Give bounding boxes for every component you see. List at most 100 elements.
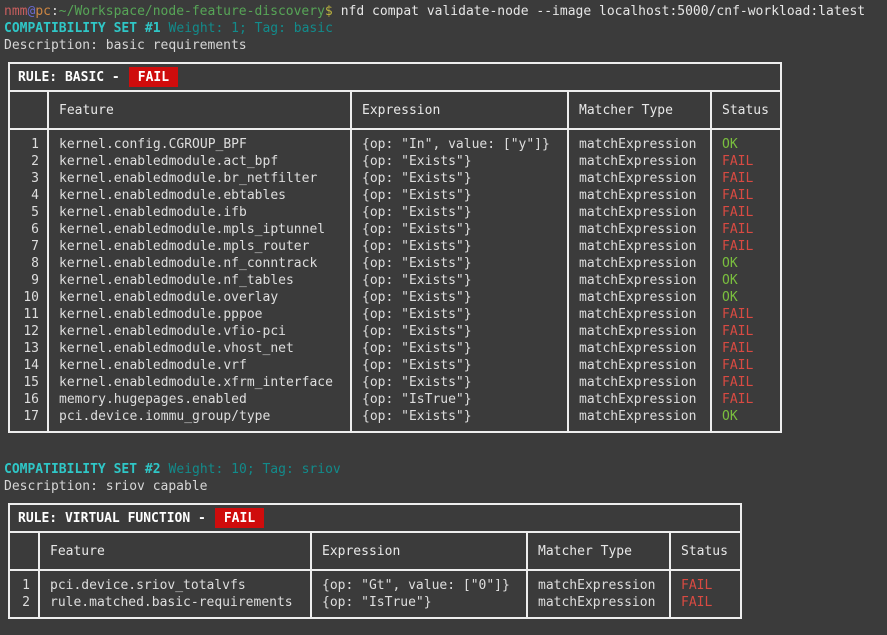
set2-header-line: COMPATIBILITY SET #2 Weight: 10; Tag: sri… — [4, 461, 887, 478]
table-body: 1 2 3 4 5 6 7 8 9 10 11 12 13 14 15 16 17 kernel.config.C… — [10, 130, 780, 431]
column-header — [10, 533, 38, 569]
status-cell: FAIL — [722, 154, 754, 169]
n-cell: 12 — [23, 324, 39, 339]
prompt-path: ~/Workspace/node-feature-discovery — [58, 4, 325, 19]
feature-column: kernel.config.CGROUP_BPF kernel.enabledmo… — [47, 130, 350, 431]
expression-cell: {op: "Exists"} — [362, 307, 472, 322]
expression-cell: {op: "Exists"} — [362, 290, 472, 305]
feature-cell: rule.matched.basic-requirements — [50, 595, 293, 610]
table-body: 1 2 pci.device.sriov_totalvfs rule.matched.… — [10, 571, 740, 617]
matcher-cell: matchExpression — [538, 578, 656, 593]
set2-title: COMPATIBILITY SET #2 — [4, 462, 161, 477]
n-cell: 2 — [31, 154, 39, 169]
status-cell: FAIL — [722, 392, 754, 407]
n-cell: 2 — [22, 595, 30, 610]
matcher-cell: matchExpression — [579, 171, 697, 186]
expression-column: {op: "Gt", value: ["0"]} {op: "IsTrue"} — [310, 571, 526, 617]
matcher-cell: matchExpression — [579, 205, 697, 220]
matcher-cell: matchExpression — [579, 409, 697, 424]
rule-table-virtual-function: RULE: VIRTUAL FUNCTION - FAIL Feature Expre… — [8, 503, 742, 619]
feature-cell: kernel.enabledmodule.mpls_router — [59, 239, 310, 254]
expression-column: {op: "In", value: ["y"]} {op: "Exists"} {o… — [350, 130, 567, 431]
column-header: Feature — [38, 533, 310, 569]
column-header — [10, 92, 47, 128]
matcher-cell: matchExpression — [579, 273, 697, 288]
status-cell: FAIL — [722, 324, 754, 339]
n-cell: 11 — [23, 307, 39, 322]
matcher-cell: matchExpression — [579, 222, 697, 237]
feature-cell: kernel.enabledmodule.act_bpf — [59, 154, 279, 169]
prompt-at-sign: @ — [27, 4, 36, 19]
status-cell: FAIL — [722, 375, 754, 390]
status-cell: OK — [722, 273, 738, 288]
row-number-column: 1 2 3 4 5 6 7 8 9 10 11 12 13 14 15 16 17 — [10, 130, 47, 431]
matcher-cell: matchExpression — [579, 375, 697, 390]
column-header: Expression — [310, 533, 526, 569]
expression-cell: {op: "In", value: ["y"]} — [362, 137, 550, 152]
feature-cell: pci.device.sriov_totalvfs — [50, 578, 246, 593]
expression-cell: {op: "Exists"} — [362, 154, 472, 169]
feature-cell: kernel.enabledmodule.nf_conntrack — [59, 256, 318, 271]
expression-cell: {op: "Exists"} — [362, 341, 472, 356]
rule-table-basic: RULE: BASIC - FAIL Feature Expression Matche… — [8, 62, 782, 433]
feature-column: pci.device.sriov_totalvfs rule.matched.ba… — [38, 571, 310, 617]
matcher-cell: matchExpression — [579, 392, 697, 407]
matcher-cell: matchExpression — [579, 137, 697, 152]
n-cell: 14 — [23, 358, 39, 373]
expression-cell: {op: "Exists"} — [362, 273, 472, 288]
expression-cell: {op: "Exists"} — [362, 256, 472, 271]
expression-cell: {op: "Exists"} — [362, 375, 472, 390]
n-cell: 6 — [31, 222, 39, 237]
command-text: nfd compat validate-node --image localho… — [340, 4, 866, 19]
status-cell: FAIL — [722, 307, 754, 322]
matcher-cell: matchExpression — [579, 188, 697, 203]
column-header: Expression — [350, 92, 567, 128]
feature-cell: kernel.config.CGROUP_BPF — [59, 137, 247, 152]
n-cell: 7 — [31, 239, 39, 254]
expression-cell: {op: "Exists"} — [362, 409, 472, 424]
status-column: OK FAIL FAIL FAIL FAIL FAIL FAIL OK OK OK FAIL FAIL… — [710, 130, 780, 431]
set1-title: COMPATIBILITY SET #1 — [4, 21, 161, 36]
feature-cell: kernel.enabledmodule.ebtables — [59, 188, 286, 203]
matcher-cell: matchExpression — [579, 324, 697, 339]
n-cell: 8 — [31, 256, 39, 271]
n-cell: 9 — [31, 273, 39, 288]
column-header: Matcher Type — [526, 533, 669, 569]
expression-cell: {op: "Exists"} — [362, 358, 472, 373]
feature-cell: kernel.enabledmodule.overlay — [59, 290, 279, 305]
matcher-cell: matchExpression — [579, 341, 697, 356]
status-cell: FAIL — [722, 222, 754, 237]
feature-cell: kernel.enabledmodule.vhost_net — [59, 341, 294, 356]
matcher-cell: matchExpression — [538, 595, 656, 610]
feature-cell: pci.device.iommu_group/type — [59, 409, 271, 424]
feature-cell: kernel.enabledmodule.pppoe — [59, 307, 263, 322]
expression-cell: {op: "IsTrue"} — [322, 595, 432, 610]
n-cell: 5 — [31, 205, 39, 220]
feature-cell: kernel.enabledmodule.mpls_iptunnel — [59, 222, 326, 237]
column-header-row: Feature Expression Matcher Type Status — [10, 92, 780, 130]
set1-header-line: COMPATIBILITY SET #1 Weight: 1; Tag: basi… — [4, 20, 887, 37]
feature-cell: kernel.enabledmodule.vrf — [59, 358, 247, 373]
matcher-cell: matchExpression — [579, 256, 697, 271]
status-cell: OK — [722, 256, 738, 271]
matcher-cell: matchExpression — [579, 358, 697, 373]
prompt-dollar: $ — [324, 4, 333, 19]
expression-cell: {op: "Exists"} — [362, 324, 472, 339]
prompt-user: nmm — [4, 4, 28, 19]
feature-cell: kernel.enabledmodule.br_netfilter — [59, 171, 318, 186]
set2-description: Description: sriov capable — [4, 479, 208, 494]
rule-status-badge: FAIL — [214, 508, 265, 528]
matcher-type-column: matchExpression matchExpression — [526, 571, 669, 617]
rule-label: RULE: VIRTUAL FUNCTION - — [18, 510, 206, 526]
feature-cell: kernel.enabledmodule.nf_tables — [59, 273, 294, 288]
feature-cell: kernel.enabledmodule.xfrm_interface — [59, 375, 333, 390]
matcher-cell: matchExpression — [579, 154, 697, 169]
n-cell: 13 — [23, 341, 39, 356]
prompt-colon: : — [50, 4, 59, 19]
rule-status-badge: FAIL — [128, 67, 179, 87]
n-cell: 16 — [23, 392, 39, 407]
n-cell: 17 — [23, 409, 39, 424]
expression-cell: {op: "Exists"} — [362, 239, 472, 254]
